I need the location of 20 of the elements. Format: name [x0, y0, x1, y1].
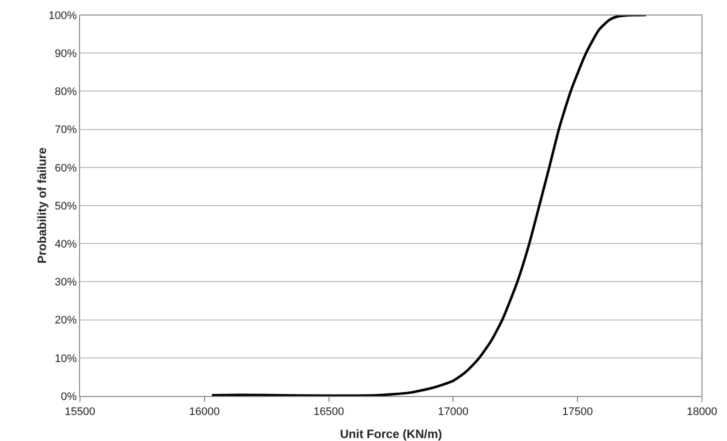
y-tick-label: 50%: [54, 200, 78, 212]
x-tick-label: 16000: [189, 406, 220, 418]
y-tick-label: 0%: [60, 390, 78, 403]
y-tick-label: 40%: [54, 238, 78, 250]
y-tick-label: 30%: [54, 276, 78, 289]
y-tick-label: 20%: [54, 314, 78, 327]
x-axis-title: Unit Force (KN/m): [340, 427, 442, 441]
y-tick-label: 90%: [54, 48, 78, 60]
x-tick-label: 16500: [314, 406, 344, 418]
y-tick-label: 60%: [54, 162, 78, 174]
x-tick-label: 15500: [64, 406, 96, 418]
y-tick-label: 10%: [54, 352, 78, 365]
line-series: [210, 15, 648, 396]
y-axis-title: Probability of failure: [35, 147, 49, 264]
y-tick-label: 70%: [54, 124, 78, 136]
y-tick-label: 100%: [48, 10, 78, 22]
x-tick-label: 18000: [686, 406, 718, 418]
x-tick-label: 17000: [438, 406, 468, 418]
y-tick-label: 80%: [54, 86, 78, 98]
x-tick-label: 17500: [562, 406, 593, 418]
